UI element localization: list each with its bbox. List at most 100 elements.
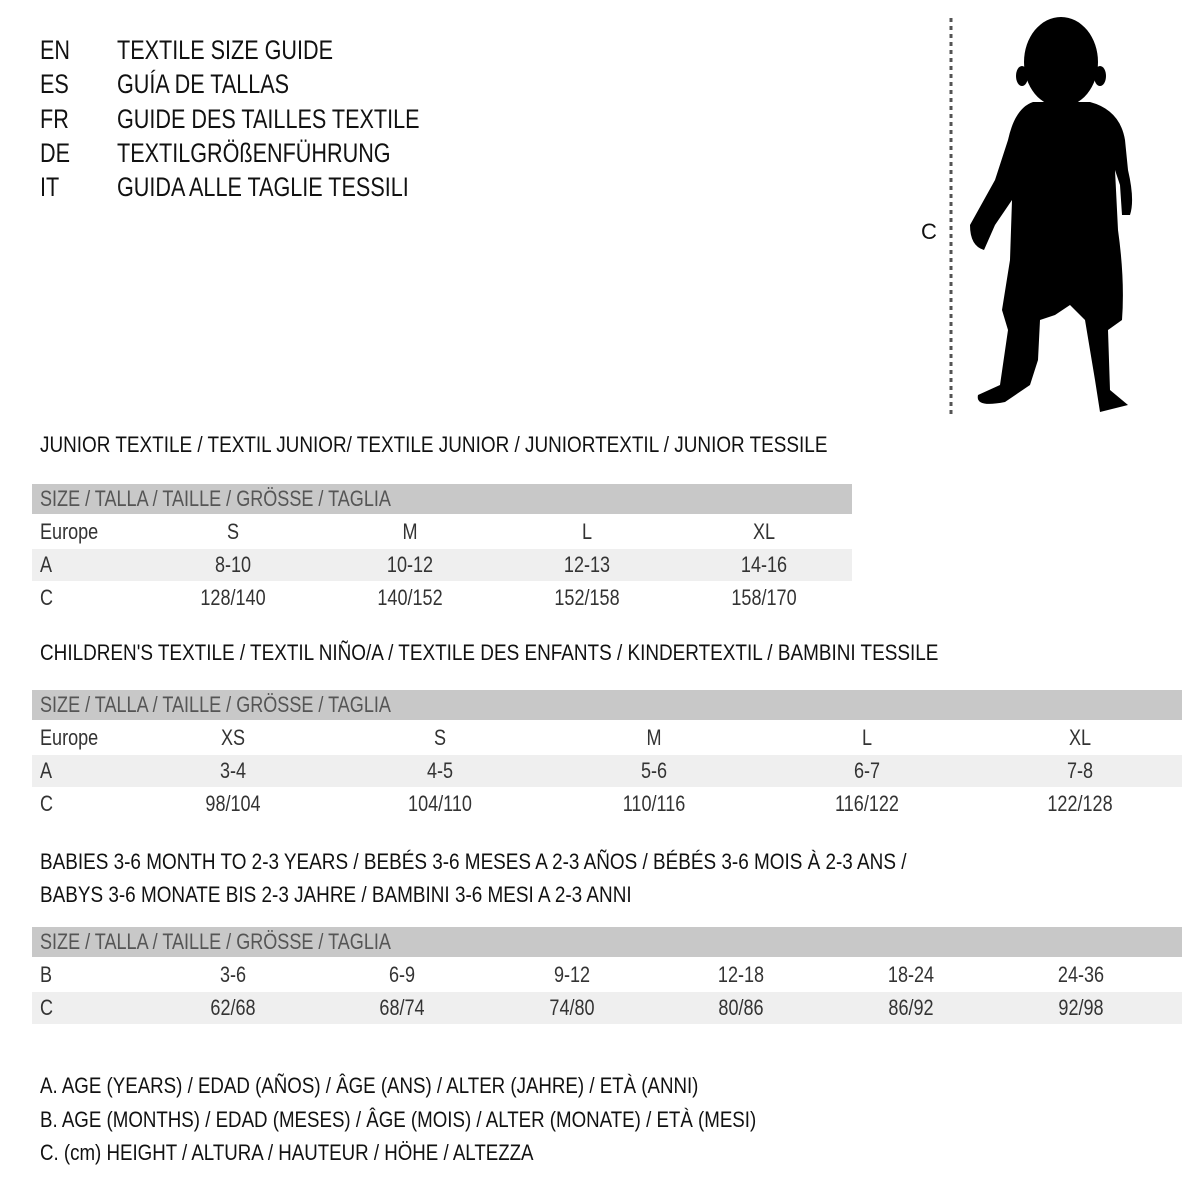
text: GUIDE DES TAILLES TEXTILE bbox=[117, 103, 420, 134]
text: 4-5 bbox=[426, 758, 454, 783]
text: ES bbox=[40, 69, 69, 100]
text: TEXTILE SIZE GUIDE bbox=[117, 35, 334, 65]
guide-title: GUIDE DES TAILLES TEXTILE bbox=[117, 102, 495, 136]
row-label: A bbox=[40, 549, 55, 581]
text: TEXTILGRÖßENFÜHRUNG bbox=[117, 137, 391, 168]
table-cell: 5-6 bbox=[638, 755, 670, 787]
text: 92/98 bbox=[1058, 995, 1104, 1020]
table-cell: 24-36 bbox=[1053, 959, 1109, 991]
table-cell: 152/158 bbox=[547, 582, 627, 614]
text: 110/116 bbox=[622, 791, 686, 816]
text: 12-13 bbox=[563, 552, 611, 577]
table-cell: 104/110 bbox=[401, 788, 479, 820]
table-cell: M bbox=[645, 722, 663, 754]
table-cell: 8-10 bbox=[211, 549, 255, 581]
text: 10-12 bbox=[386, 552, 434, 577]
text: 152/158 bbox=[554, 585, 620, 610]
size-header: SIZE / TALLA / TAILLE / GRÖSSE / TAGLIA bbox=[40, 927, 468, 957]
text: BABYS 3-6 MONATE BIS 2-3 JAHRE / BAMBINI… bbox=[40, 882, 632, 907]
table-row: C 128/140 140/152 152/158 158/170 bbox=[32, 582, 852, 614]
table-cell: 158/170 bbox=[724, 582, 804, 614]
child-silhouette-icon bbox=[949, 17, 1133, 415]
table-cell: 140/152 bbox=[370, 582, 450, 614]
row-label: Europe bbox=[40, 516, 111, 548]
text: 122/128 bbox=[1047, 791, 1113, 816]
guide-title: TEXTILGRÖßENFÜHRUNG bbox=[117, 136, 459, 170]
row-label: A bbox=[40, 755, 55, 787]
text: C. (cm) HEIGHT / ALTURA / HAUTEUR / HÖHE… bbox=[40, 1140, 534, 1165]
text: 68/74 bbox=[379, 995, 425, 1020]
text: XL bbox=[1068, 725, 1092, 750]
text: B. AGE (MONTHS) / EDAD (MESES) / ÂGE (MO… bbox=[40, 1106, 757, 1132]
text: 3-4 bbox=[219, 758, 247, 783]
text: 8-10 bbox=[214, 552, 252, 577]
text: 3-6 bbox=[219, 962, 247, 987]
table-cell: 110/116 bbox=[616, 788, 692, 820]
text: C bbox=[40, 995, 54, 1020]
legend-line: B. AGE (MONTHS) / EDAD (MESES) / ÂGE (MO… bbox=[40, 1103, 883, 1137]
text: 6-9 bbox=[388, 962, 416, 987]
table-row: Europe XS S M L XL bbox=[32, 722, 1182, 754]
size-header: SIZE / TALLA / TAILLE / GRÖSSE / TAGLIA bbox=[40, 484, 468, 514]
text: 9-12 bbox=[553, 962, 591, 987]
text: IT bbox=[40, 172, 60, 203]
text: C bbox=[40, 791, 54, 816]
table-cell: 68/74 bbox=[374, 992, 429, 1024]
text: 18-24 bbox=[887, 962, 935, 987]
text: S bbox=[433, 725, 447, 750]
text: 6-7 bbox=[853, 758, 881, 783]
row-label: Europe bbox=[40, 722, 111, 754]
text: GUIDA ALLE TAGLIE TESSILI bbox=[117, 172, 409, 203]
text: GUÍA DE TALLAS bbox=[117, 69, 290, 100]
text: S bbox=[226, 519, 240, 544]
text: A bbox=[40, 552, 53, 577]
text: JUNIOR TEXTILE / TEXTIL JUNIOR/ TEXTILE … bbox=[40, 432, 828, 457]
table-cell: S bbox=[433, 722, 448, 754]
section-title: BABYS 3-6 MONATE BIS 2-3 JAHRE / BAMBINI… bbox=[40, 881, 728, 909]
text: SIZE / TALLA / TAILLE / GRÖSSE / TAGLIA bbox=[40, 692, 391, 717]
table-cell: 4-5 bbox=[424, 755, 456, 787]
section-title: JUNIOR TEXTILE / TEXTIL JUNIOR/ TEXTILE … bbox=[40, 431, 956, 459]
text: EN bbox=[40, 35, 71, 65]
table-cell: 86/92 bbox=[883, 992, 938, 1024]
section-title: CHILDREN'S TEXTILE / TEXTIL NIÑO/A / TEX… bbox=[40, 639, 1085, 667]
table-cell: XS bbox=[218, 722, 247, 754]
table-cell: 98/104 bbox=[199, 788, 266, 820]
text: XL bbox=[752, 519, 776, 544]
guide-title: GUÍA DE TALLAS bbox=[117, 67, 332, 101]
text: 116/122 bbox=[835, 791, 899, 816]
legend-line: C. (cm) HEIGHT / ALTURA / HAUTEUR / HÖHE… bbox=[40, 1136, 621, 1170]
table-cell: 92/98 bbox=[1053, 992, 1108, 1024]
text: 62/68 bbox=[210, 995, 256, 1020]
text: 7-8 bbox=[1066, 758, 1094, 783]
text: 12-18 bbox=[717, 962, 765, 987]
table-row: A 3-4 4-5 5-6 6-7 7-8 bbox=[32, 755, 1182, 787]
table-cell: 6-7 bbox=[851, 755, 883, 787]
guide-title: TEXTILE SIZE GUIDE bbox=[117, 33, 387, 67]
text: SIZE / TALLA / TAILLE / GRÖSSE / TAGLIA bbox=[40, 929, 391, 954]
row-label: C bbox=[40, 992, 56, 1024]
table-cell: 74/80 bbox=[544, 992, 599, 1024]
table-cell: 3-6 bbox=[217, 959, 249, 991]
table-cell: 18-24 bbox=[883, 959, 939, 991]
table-cell: 3-4 bbox=[217, 755, 249, 787]
text: SIZE / TALLA / TAILLE / GRÖSSE / TAGLIA bbox=[40, 486, 391, 511]
size-header: SIZE / TALLA / TAILLE / GRÖSSE / TAGLIA bbox=[40, 690, 468, 720]
table-row: Europe S M L XL bbox=[32, 516, 852, 548]
text: B bbox=[40, 962, 53, 987]
text: 74/80 bbox=[549, 995, 595, 1020]
table-cell: 116/122 bbox=[828, 788, 906, 820]
table-cell: M bbox=[401, 516, 419, 548]
table-cell: XL bbox=[751, 516, 778, 548]
table-row: A 8-10 10-12 12-13 14-16 bbox=[32, 549, 852, 581]
text: M bbox=[646, 725, 662, 750]
table-cell: 14-16 bbox=[736, 549, 792, 581]
text: 14-16 bbox=[740, 552, 788, 577]
table-cell: 12-18 bbox=[713, 959, 769, 991]
table-row: C 98/104 104/110 110/116 116/122 122/128 bbox=[32, 788, 1182, 820]
language-code: EN bbox=[40, 33, 78, 67]
table-cell: 9-12 bbox=[550, 959, 594, 991]
size-header-row: SIZE / TALLA / TAILLE / GRÖSSE / TAGLIA bbox=[32, 927, 1182, 957]
language-code: IT bbox=[40, 170, 64, 204]
section-title: BABIES 3-6 MONTH TO 2-3 YEARS / BEBÉS 3-… bbox=[40, 848, 1048, 876]
